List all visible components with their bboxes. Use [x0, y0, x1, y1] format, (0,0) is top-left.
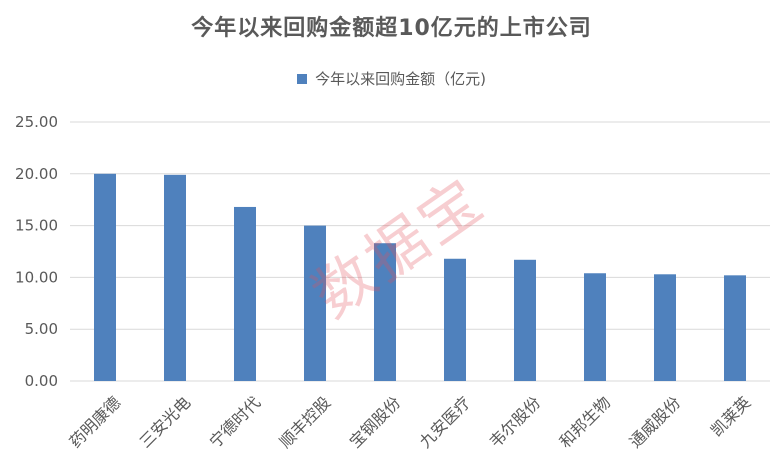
y-tick-label: 0.00: [25, 372, 58, 390]
legend-swatch: [297, 73, 308, 84]
y-tick-label: 15.00: [15, 217, 58, 235]
bar-1: [94, 173, 116, 381]
chart-title: 今年以来回购金额超10亿元的上市公司: [191, 16, 592, 41]
x-tick-label: 和邦生物: [556, 393, 615, 452]
y-axis-ticks: 0.00 5.00 10.00 15.00 20.00 25.00: [15, 113, 58, 390]
bar-8: [584, 273, 606, 381]
x-tick-label: 通威股份: [626, 393, 685, 452]
y-tick-label: 10.00: [15, 268, 58, 286]
grid-layer: [70, 121, 770, 382]
x-tick-label: 药明康德: [66, 393, 125, 452]
bar-5: [374, 243, 396, 381]
y-tick-label: 20.00: [15, 165, 58, 183]
legend-label: 今年以来回购金额（亿元): [315, 70, 486, 88]
x-tick-label: 顺丰控股: [276, 393, 335, 452]
x-axis-ticks: 药明康德 三安光电 宁德时代 顺丰控股 宝钢股份 九安医疗 韦尔股份 和邦生物 通威股份 凯莱英: [66, 393, 755, 452]
bar-3: [234, 206, 256, 381]
legend: 今年以来回购金额（亿元): [0, 68, 783, 89]
x-tick-label: 九安医疗: [416, 393, 475, 452]
x-tick-label: 宁德时代: [206, 393, 265, 452]
x-tick-label: 韦尔股份: [486, 393, 545, 452]
bars: [94, 173, 746, 381]
bar-9: [654, 274, 676, 381]
x-tick-label: 凯莱英: [707, 393, 754, 440]
y-tick-label: 5.00: [25, 320, 58, 338]
bar-4: [304, 225, 326, 381]
x-tick-label: 三安光电: [136, 393, 195, 452]
bar-7: [514, 259, 536, 381]
x-tick-label: 宝钢股份: [346, 393, 405, 452]
bar-6: [444, 258, 466, 381]
y-tick-label: 25.00: [15, 113, 58, 131]
bar-2: [164, 174, 186, 381]
bar-10: [724, 275, 746, 381]
